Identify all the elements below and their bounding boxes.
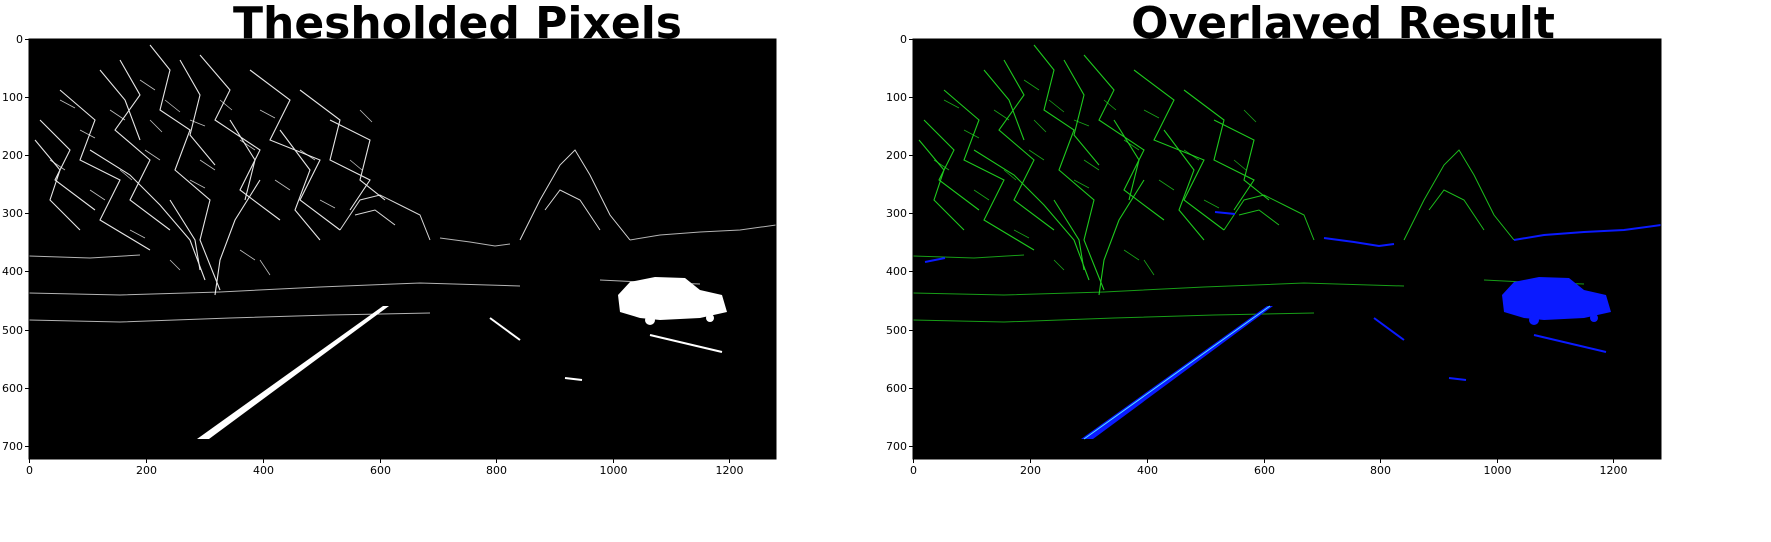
y-tick-label: 600 bbox=[2, 382, 23, 395]
lane-line-left bbox=[197, 306, 389, 439]
y-tick-labels: 0 100 200 300 400 500 600 700 bbox=[886, 33, 907, 453]
x-tick-label: 400 bbox=[1137, 464, 1158, 477]
x-axis-ticks bbox=[29, 459, 730, 463]
y-axis-ticks bbox=[909, 39, 913, 447]
x-tick-label: 400 bbox=[253, 464, 274, 477]
axes-frame bbox=[912, 38, 1662, 460]
tree-foliage bbox=[918, 44, 1270, 296]
y-tick-label: 200 bbox=[886, 149, 907, 162]
x-tick-label: 1200 bbox=[1600, 464, 1628, 477]
y-tick-label: 300 bbox=[2, 207, 23, 220]
x-tick-label: 600 bbox=[1254, 464, 1275, 477]
x-tick-label: 800 bbox=[1370, 464, 1391, 477]
image-background bbox=[913, 39, 1661, 459]
y-tick-label: 0 bbox=[900, 33, 907, 46]
x-axis-ticks bbox=[913, 459, 1614, 463]
right-tree bbox=[1223, 149, 1515, 241]
y-tick-label: 500 bbox=[2, 324, 23, 337]
x-tick-label: 800 bbox=[486, 464, 507, 477]
x-tick-label: 600 bbox=[370, 464, 391, 477]
y-tick-label: 400 bbox=[2, 265, 23, 278]
y-tick-label: 100 bbox=[2, 91, 23, 104]
thresholded-pixels bbox=[29, 44, 776, 439]
lane-line-left bbox=[1081, 305, 1273, 440]
x-tick-label: 200 bbox=[1020, 464, 1041, 477]
car-blob bbox=[618, 277, 727, 325]
y-axis-ticks bbox=[25, 39, 29, 447]
y-tick-label: 700 bbox=[2, 440, 23, 453]
y-tick-label: 100 bbox=[886, 91, 907, 104]
y-tick-label: 300 bbox=[886, 207, 907, 220]
right-tree bbox=[339, 149, 631, 241]
x-tick-label: 0 bbox=[26, 464, 33, 477]
y-tick-label: 700 bbox=[886, 440, 907, 453]
x-tick-labels: 0 200 400 600 800 1000 1200 bbox=[26, 464, 744, 477]
left-panel: Thesholded Pixels bbox=[0, 0, 885, 542]
x-tick-label: 1200 bbox=[716, 464, 744, 477]
overlay-image-axes: 0 200 400 600 800 1000 1200 0 100 200 30… bbox=[886, 33, 1662, 477]
axes-frame bbox=[28, 38, 777, 460]
car-blob bbox=[1502, 277, 1611, 325]
right-panel: Overlayed Result bbox=[885, 0, 1771, 542]
y-tick-label: 500 bbox=[886, 324, 907, 337]
x-tick-label: 1000 bbox=[1484, 464, 1512, 477]
lane-line-right-dashes bbox=[1373, 317, 1607, 381]
x-tick-label: 1000 bbox=[600, 464, 628, 477]
y-tick-label: 200 bbox=[2, 149, 23, 162]
tree-foliage bbox=[34, 44, 386, 296]
y-tick-label: 0 bbox=[16, 33, 23, 46]
x-tick-labels: 0 200 400 600 800 1000 1200 bbox=[910, 464, 1628, 477]
y-tick-labels: 0 100 200 300 400 500 600 700 bbox=[2, 33, 23, 453]
image-background bbox=[29, 39, 776, 459]
y-tick-label: 400 bbox=[886, 265, 907, 278]
tree-foliage-dense bbox=[49, 79, 373, 276]
x-tick-label: 200 bbox=[136, 464, 157, 477]
x-tick-label: 0 bbox=[910, 464, 917, 477]
blue-horizon-band bbox=[924, 211, 1661, 263]
tree-foliage-dense bbox=[933, 79, 1257, 276]
y-tick-label: 600 bbox=[886, 382, 907, 395]
overlay-pixels bbox=[913, 44, 1661, 440]
lane-line-right-dashes bbox=[489, 317, 723, 381]
thresholded-image-axes: 0 200 400 600 800 1000 1200 0 100 200 30… bbox=[2, 33, 777, 477]
